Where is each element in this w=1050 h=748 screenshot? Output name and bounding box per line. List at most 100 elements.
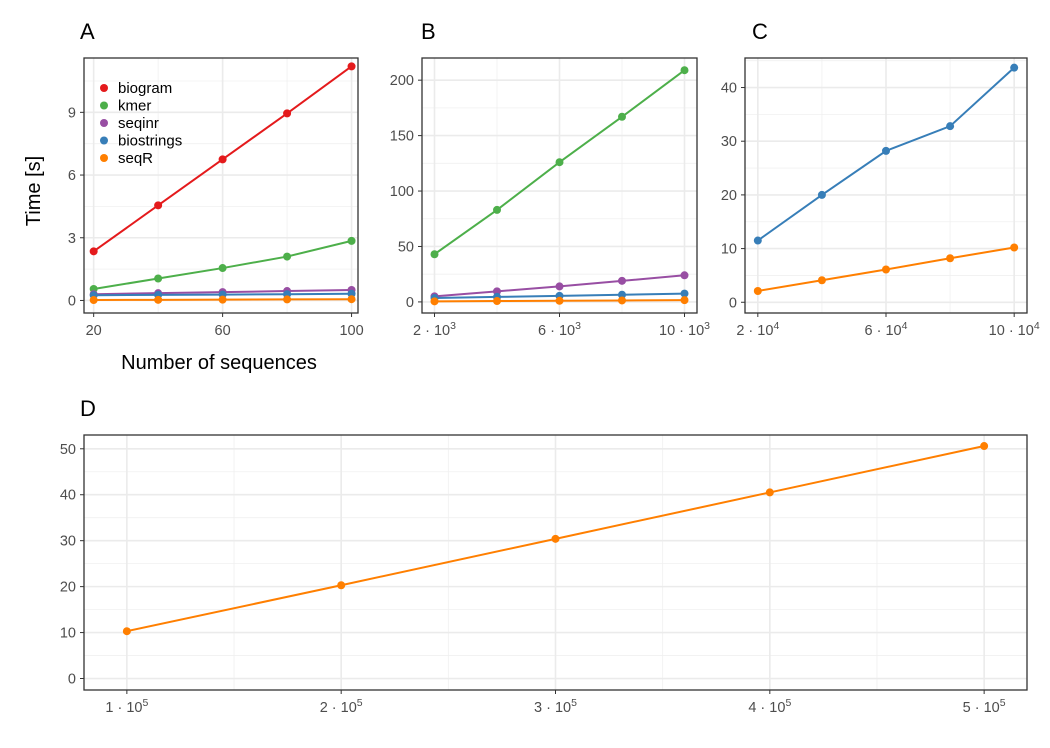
legend-key-biogram bbox=[100, 84, 108, 92]
y-tick-label-a: 6 bbox=[68, 168, 76, 184]
data-point-kmer-b bbox=[618, 112, 626, 121]
y-tick-label-d: 50 bbox=[60, 442, 76, 458]
data-point-seqinr-b bbox=[680, 271, 689, 280]
data-point-seqR-c bbox=[1010, 243, 1019, 252]
panel-a: 0 3 6 9 20 60 100 bbox=[68, 57, 364, 339]
data-point-seqR-c bbox=[817, 276, 826, 285]
data-point-kmer-b bbox=[680, 66, 689, 75]
data-point-seqR-d bbox=[122, 627, 131, 636]
data-point-biostrings-b bbox=[680, 289, 689, 298]
data-point-seqR-b bbox=[430, 297, 439, 306]
y-tick-label-c: 0 bbox=[729, 295, 737, 311]
y-tick-label-a: 9 bbox=[68, 105, 76, 121]
x-axis-title-panel-a: Number of sequences bbox=[121, 352, 317, 374]
data-point-seqR-c bbox=[946, 254, 955, 263]
x-tick-label-c: 6 · 104 bbox=[865, 320, 908, 339]
data-point-seqR-d bbox=[980, 442, 989, 451]
legend-label-seqR: seqR bbox=[118, 150, 153, 167]
y-tick-label-b: 150 bbox=[390, 129, 414, 145]
x-tick-label-a: 60 bbox=[215, 323, 231, 339]
legend-key-kmer bbox=[100, 101, 108, 110]
data-point-seqR-b bbox=[618, 296, 626, 305]
y-tick-label-a: 0 bbox=[68, 293, 76, 309]
y-tick-label-c: 10 bbox=[721, 242, 737, 258]
y-axis-title: Time [s] bbox=[23, 156, 45, 226]
data-point-biostrings-c bbox=[817, 190, 826, 199]
y-tick-label-c: 20 bbox=[721, 188, 737, 204]
panel-border-a bbox=[83, 57, 359, 314]
x-tick-label-d: 2 · 105 bbox=[320, 697, 363, 716]
data-point-kmer-a bbox=[154, 274, 163, 283]
y-tick-label-d: 10 bbox=[60, 626, 76, 642]
data-point-kmer-b bbox=[493, 205, 501, 214]
panel-letter-a: A bbox=[80, 19, 95, 44]
data-point-seqR-c bbox=[753, 286, 762, 295]
data-point-biogram-a bbox=[347, 62, 356, 71]
data-point-kmer-a bbox=[347, 236, 356, 245]
data-point-biogram-a bbox=[218, 155, 227, 164]
panel-letter-c: C bbox=[752, 19, 768, 44]
legend-label-biostrings: biostrings bbox=[118, 133, 182, 150]
y-tick-label-d: 0 bbox=[68, 672, 76, 688]
legend-key-biostrings bbox=[100, 136, 108, 145]
data-point-seqR-d bbox=[765, 488, 774, 497]
data-point-biostrings-c bbox=[946, 122, 955, 131]
y-tick-label-b: 200 bbox=[390, 73, 414, 89]
data-point-seqR-a bbox=[218, 295, 227, 304]
data-point-biostrings-c bbox=[1010, 63, 1019, 72]
x-tick-label-d: 5 · 105 bbox=[963, 697, 1006, 716]
x-tick-label-b: 10 · 103 bbox=[659, 320, 710, 339]
panel-d: 0 10 20 30 40 50 1 · 105 2 · 105 3 · 105 4 · 105 5… bbox=[60, 434, 1028, 716]
y-tick-label-b: 100 bbox=[390, 184, 414, 200]
x-tick-label-c: 10 · 104 bbox=[989, 320, 1040, 339]
panel-letter-b: B bbox=[421, 19, 436, 44]
y-tick-label-d: 30 bbox=[60, 534, 76, 550]
data-point-seqR-a bbox=[154, 295, 163, 304]
x-tick-label-d: 1 · 105 bbox=[105, 697, 148, 716]
data-point-seqinr-b bbox=[555, 282, 564, 291]
x-tick-label-d: 3 · 105 bbox=[534, 697, 577, 716]
data-point-seqR-d bbox=[337, 581, 346, 590]
x-tick-label-a: 20 bbox=[86, 323, 102, 339]
data-point-seqinr-b bbox=[493, 287, 501, 296]
legend-label-biogram: biogram bbox=[118, 80, 172, 97]
data-point-seqR-a bbox=[283, 295, 292, 304]
data-point-seqinr-b bbox=[618, 276, 626, 285]
data-point-biogram-a bbox=[154, 201, 163, 210]
data-point-seqR-b bbox=[555, 296, 564, 305]
data-point-seqR-a bbox=[89, 296, 98, 305]
legend-key-seqinr bbox=[100, 119, 108, 127]
x-tick-label-d: 4 · 105 bbox=[748, 697, 791, 716]
y-tick-label-d: 20 bbox=[60, 580, 76, 596]
y-tick-label-b: 50 bbox=[398, 239, 414, 255]
data-point-seqR-b bbox=[493, 297, 501, 306]
legend-label-kmer: kmer bbox=[118, 98, 151, 115]
data-point-biostrings-b bbox=[618, 290, 626, 299]
y-tick-label-c: 30 bbox=[721, 134, 737, 150]
data-point-biogram-a bbox=[283, 109, 292, 118]
data-point-kmer-a bbox=[218, 264, 227, 273]
x-tick-label-b: 6 · 103 bbox=[538, 320, 581, 339]
data-point-kmer-b bbox=[430, 250, 439, 259]
data-point-kmer-a bbox=[283, 252, 292, 261]
data-point-seqR-b bbox=[680, 296, 689, 305]
y-tick-label-a: 3 bbox=[68, 231, 76, 247]
panel-letter-d: D bbox=[80, 396, 96, 421]
x-tick-label-b: 2 · 103 bbox=[413, 320, 456, 339]
data-point-biostrings-c bbox=[753, 236, 762, 245]
data-point-seqR-c bbox=[882, 265, 890, 274]
panel-c: 0 10 20 30 40 2 · 104 6 · 104 10 · 104 bbox=[721, 57, 1040, 339]
data-point-seqR-d bbox=[551, 534, 560, 543]
x-tick-label-c: 2 · 104 bbox=[736, 320, 779, 339]
y-tick-label-b: 0 bbox=[406, 295, 414, 311]
data-point-biostrings-c bbox=[882, 146, 890, 155]
legend-key-seqR bbox=[100, 154, 108, 162]
data-point-biogram-a bbox=[89, 247, 98, 256]
y-tick-label-d: 40 bbox=[60, 488, 76, 504]
panel-b: 0 50 100 150 200 2 · 103 6 · 103 10 · 103 bbox=[390, 57, 710, 339]
legend-label-seqinr: seqinr bbox=[118, 115, 159, 132]
x-tick-label-a: 100 bbox=[339, 323, 363, 339]
y-tick-label-c: 40 bbox=[721, 81, 737, 97]
